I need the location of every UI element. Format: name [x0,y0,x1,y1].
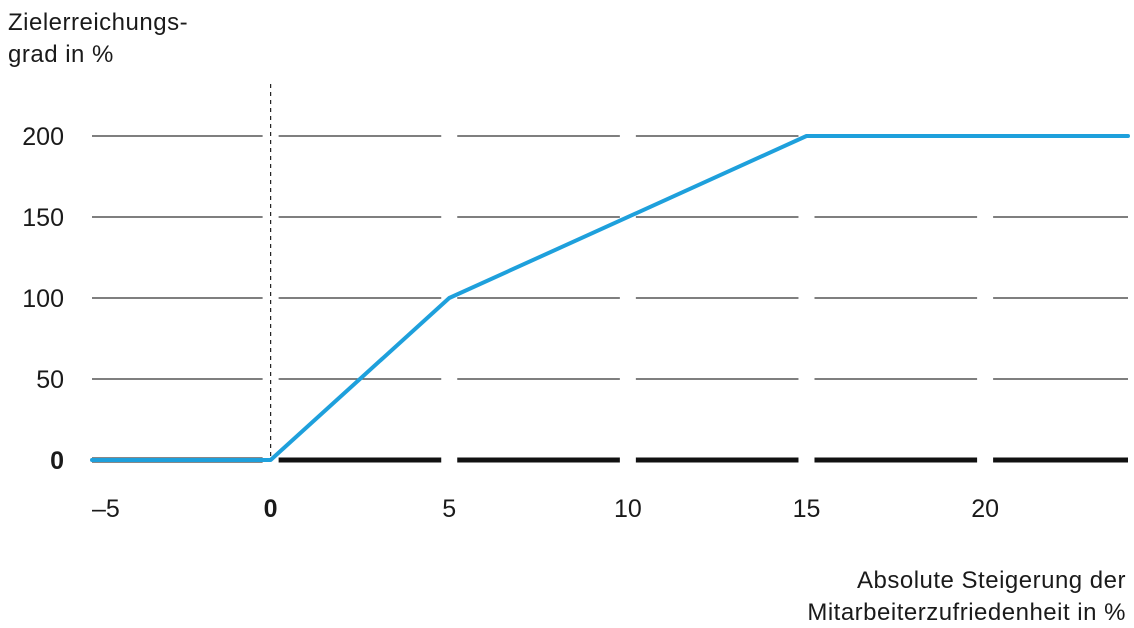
x-axis-label-line-1: Absolute Steigerung der [856,567,1126,594]
x-tick-label: 5 [442,495,456,523]
y-axis-label-line-2: grad in % [8,41,114,68]
y-tick-label: 200 [22,123,64,151]
x-tick-label: 15 [793,495,821,523]
x-tick-label: –5 [92,495,120,523]
x-tick-label: 0 [264,495,278,523]
x-axis-label-line-2: Mitarbeiterzufriedenheit in % [807,599,1126,626]
y-tick-label: 150 [22,204,64,232]
y-tick-label: 50 [36,366,64,394]
y-tick-label: 100 [22,285,64,313]
y-tick-label: 0 [50,447,64,475]
series-line-0 [90,134,1130,462]
x-tick-label: 20 [971,495,999,523]
y-axis-label-line-1: Zielerreichungs- [8,9,189,36]
x-tick-label: 10 [614,495,642,523]
